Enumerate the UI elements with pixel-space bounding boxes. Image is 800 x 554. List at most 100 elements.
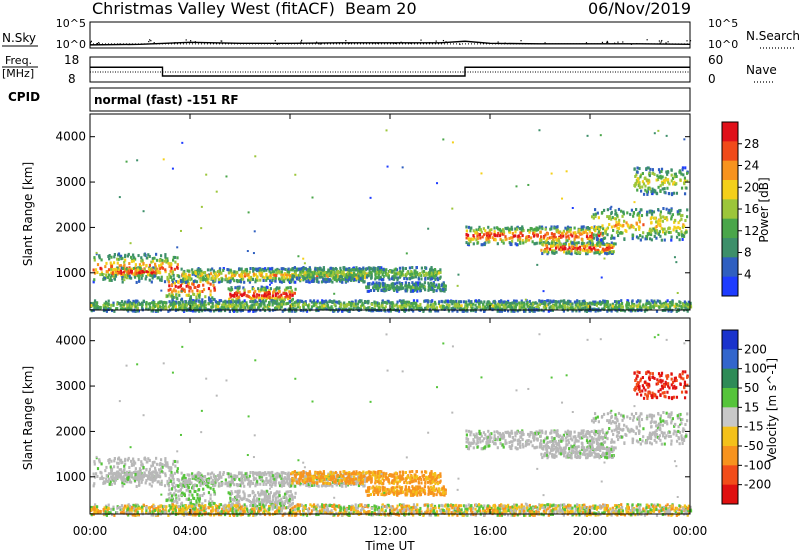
power-echo bbox=[207, 287, 211, 291]
power-echo bbox=[466, 233, 470, 237]
power-echo bbox=[562, 242, 565, 246]
power-echo bbox=[556, 300, 559, 304]
power-echo bbox=[267, 292, 270, 296]
power-echo bbox=[377, 276, 380, 280]
velocity-echo bbox=[137, 480, 141, 484]
velocity-echo bbox=[161, 470, 165, 474]
power-echo bbox=[414, 283, 417, 287]
power-echo bbox=[585, 235, 589, 239]
power-echo bbox=[593, 302, 596, 306]
power-echo bbox=[225, 277, 228, 281]
power-echo bbox=[265, 274, 268, 278]
power-echo bbox=[628, 226, 631, 230]
power-echo bbox=[285, 294, 289, 298]
power-echo bbox=[289, 274, 292, 278]
power-echo bbox=[276, 304, 279, 308]
power-echo bbox=[387, 287, 390, 291]
velocity-echo bbox=[92, 484, 95, 488]
power-echo bbox=[569, 306, 572, 310]
power-echo bbox=[137, 276, 141, 280]
power-echo bbox=[140, 271, 144, 275]
power-echo bbox=[237, 299, 241, 303]
power-echo bbox=[635, 304, 638, 308]
power-echo bbox=[663, 190, 666, 194]
power-echo bbox=[269, 267, 272, 271]
power-echo bbox=[320, 301, 323, 305]
frequency-line bbox=[90, 66, 690, 77]
power-echo bbox=[601, 224, 604, 228]
power-echo bbox=[232, 294, 236, 298]
power-echo bbox=[260, 285, 263, 289]
power-echo bbox=[302, 309, 305, 313]
power-echo bbox=[678, 304, 681, 308]
power-echo bbox=[296, 303, 299, 307]
power-echo bbox=[294, 280, 297, 284]
velocity-echo bbox=[169, 473, 172, 477]
power-echo bbox=[502, 241, 505, 245]
colorbar-tick-label: 20 bbox=[744, 180, 759, 194]
power-echo bbox=[111, 272, 114, 276]
power-echo bbox=[671, 176, 675, 180]
power-echo bbox=[196, 268, 199, 272]
power-echo bbox=[163, 280, 167, 284]
power-echo bbox=[195, 297, 198, 301]
power-echo bbox=[666, 306, 669, 310]
power-echo bbox=[219, 299, 223, 303]
power-echo bbox=[93, 271, 97, 275]
power-echo bbox=[535, 241, 538, 245]
power-echo bbox=[335, 307, 338, 311]
power-echo bbox=[366, 282, 370, 286]
power-echo bbox=[601, 300, 604, 304]
power-echo bbox=[151, 259, 155, 263]
power-echo bbox=[218, 269, 221, 273]
velocity-echo bbox=[151, 463, 155, 467]
power-echo bbox=[241, 271, 244, 275]
power-echo bbox=[420, 277, 423, 281]
power-echo bbox=[399, 282, 402, 286]
power-echo bbox=[641, 172, 644, 176]
power-echo bbox=[282, 302, 285, 306]
velocity-echo bbox=[140, 463, 143, 467]
power-echo bbox=[237, 286, 240, 290]
power-echo bbox=[359, 270, 363, 274]
power-echo bbox=[395, 268, 399, 272]
power-echo bbox=[130, 259, 134, 263]
power-echo bbox=[176, 256, 179, 260]
power-echo bbox=[487, 236, 490, 240]
power-echo bbox=[639, 238, 642, 242]
power-echo bbox=[551, 251, 554, 255]
noise-point bbox=[497, 41, 499, 43]
power-speck bbox=[665, 134, 668, 137]
power-echo bbox=[439, 268, 442, 272]
power-echo bbox=[476, 232, 479, 236]
power-echo bbox=[646, 192, 649, 196]
power-echo bbox=[579, 228, 582, 232]
power-echo bbox=[601, 250, 604, 254]
power-echo bbox=[348, 267, 351, 271]
power-echo bbox=[137, 274, 140, 278]
power-echo bbox=[226, 307, 230, 311]
power-echo bbox=[650, 221, 653, 225]
power-echo bbox=[598, 252, 601, 256]
power-echo bbox=[590, 243, 593, 247]
power-echo bbox=[677, 307, 680, 311]
power-echo bbox=[616, 226, 619, 230]
velocity-scatter bbox=[90, 333, 693, 517]
power-echo bbox=[591, 302, 594, 306]
power-echo bbox=[488, 231, 492, 235]
power-echo bbox=[460, 300, 463, 304]
noise-tick-left-bottom: 10^0 bbox=[56, 38, 86, 51]
power-echo bbox=[368, 271, 371, 275]
power-echo bbox=[296, 300, 299, 304]
power-echo bbox=[658, 223, 661, 227]
power-echo bbox=[468, 302, 471, 306]
velocity-echo bbox=[163, 463, 166, 467]
power-echo bbox=[107, 299, 110, 303]
power-echo bbox=[141, 306, 144, 310]
power-echo bbox=[667, 227, 670, 231]
power-echo bbox=[603, 299, 606, 303]
power-echo bbox=[157, 302, 160, 306]
power-echo bbox=[592, 233, 595, 237]
power-echo bbox=[308, 303, 311, 307]
